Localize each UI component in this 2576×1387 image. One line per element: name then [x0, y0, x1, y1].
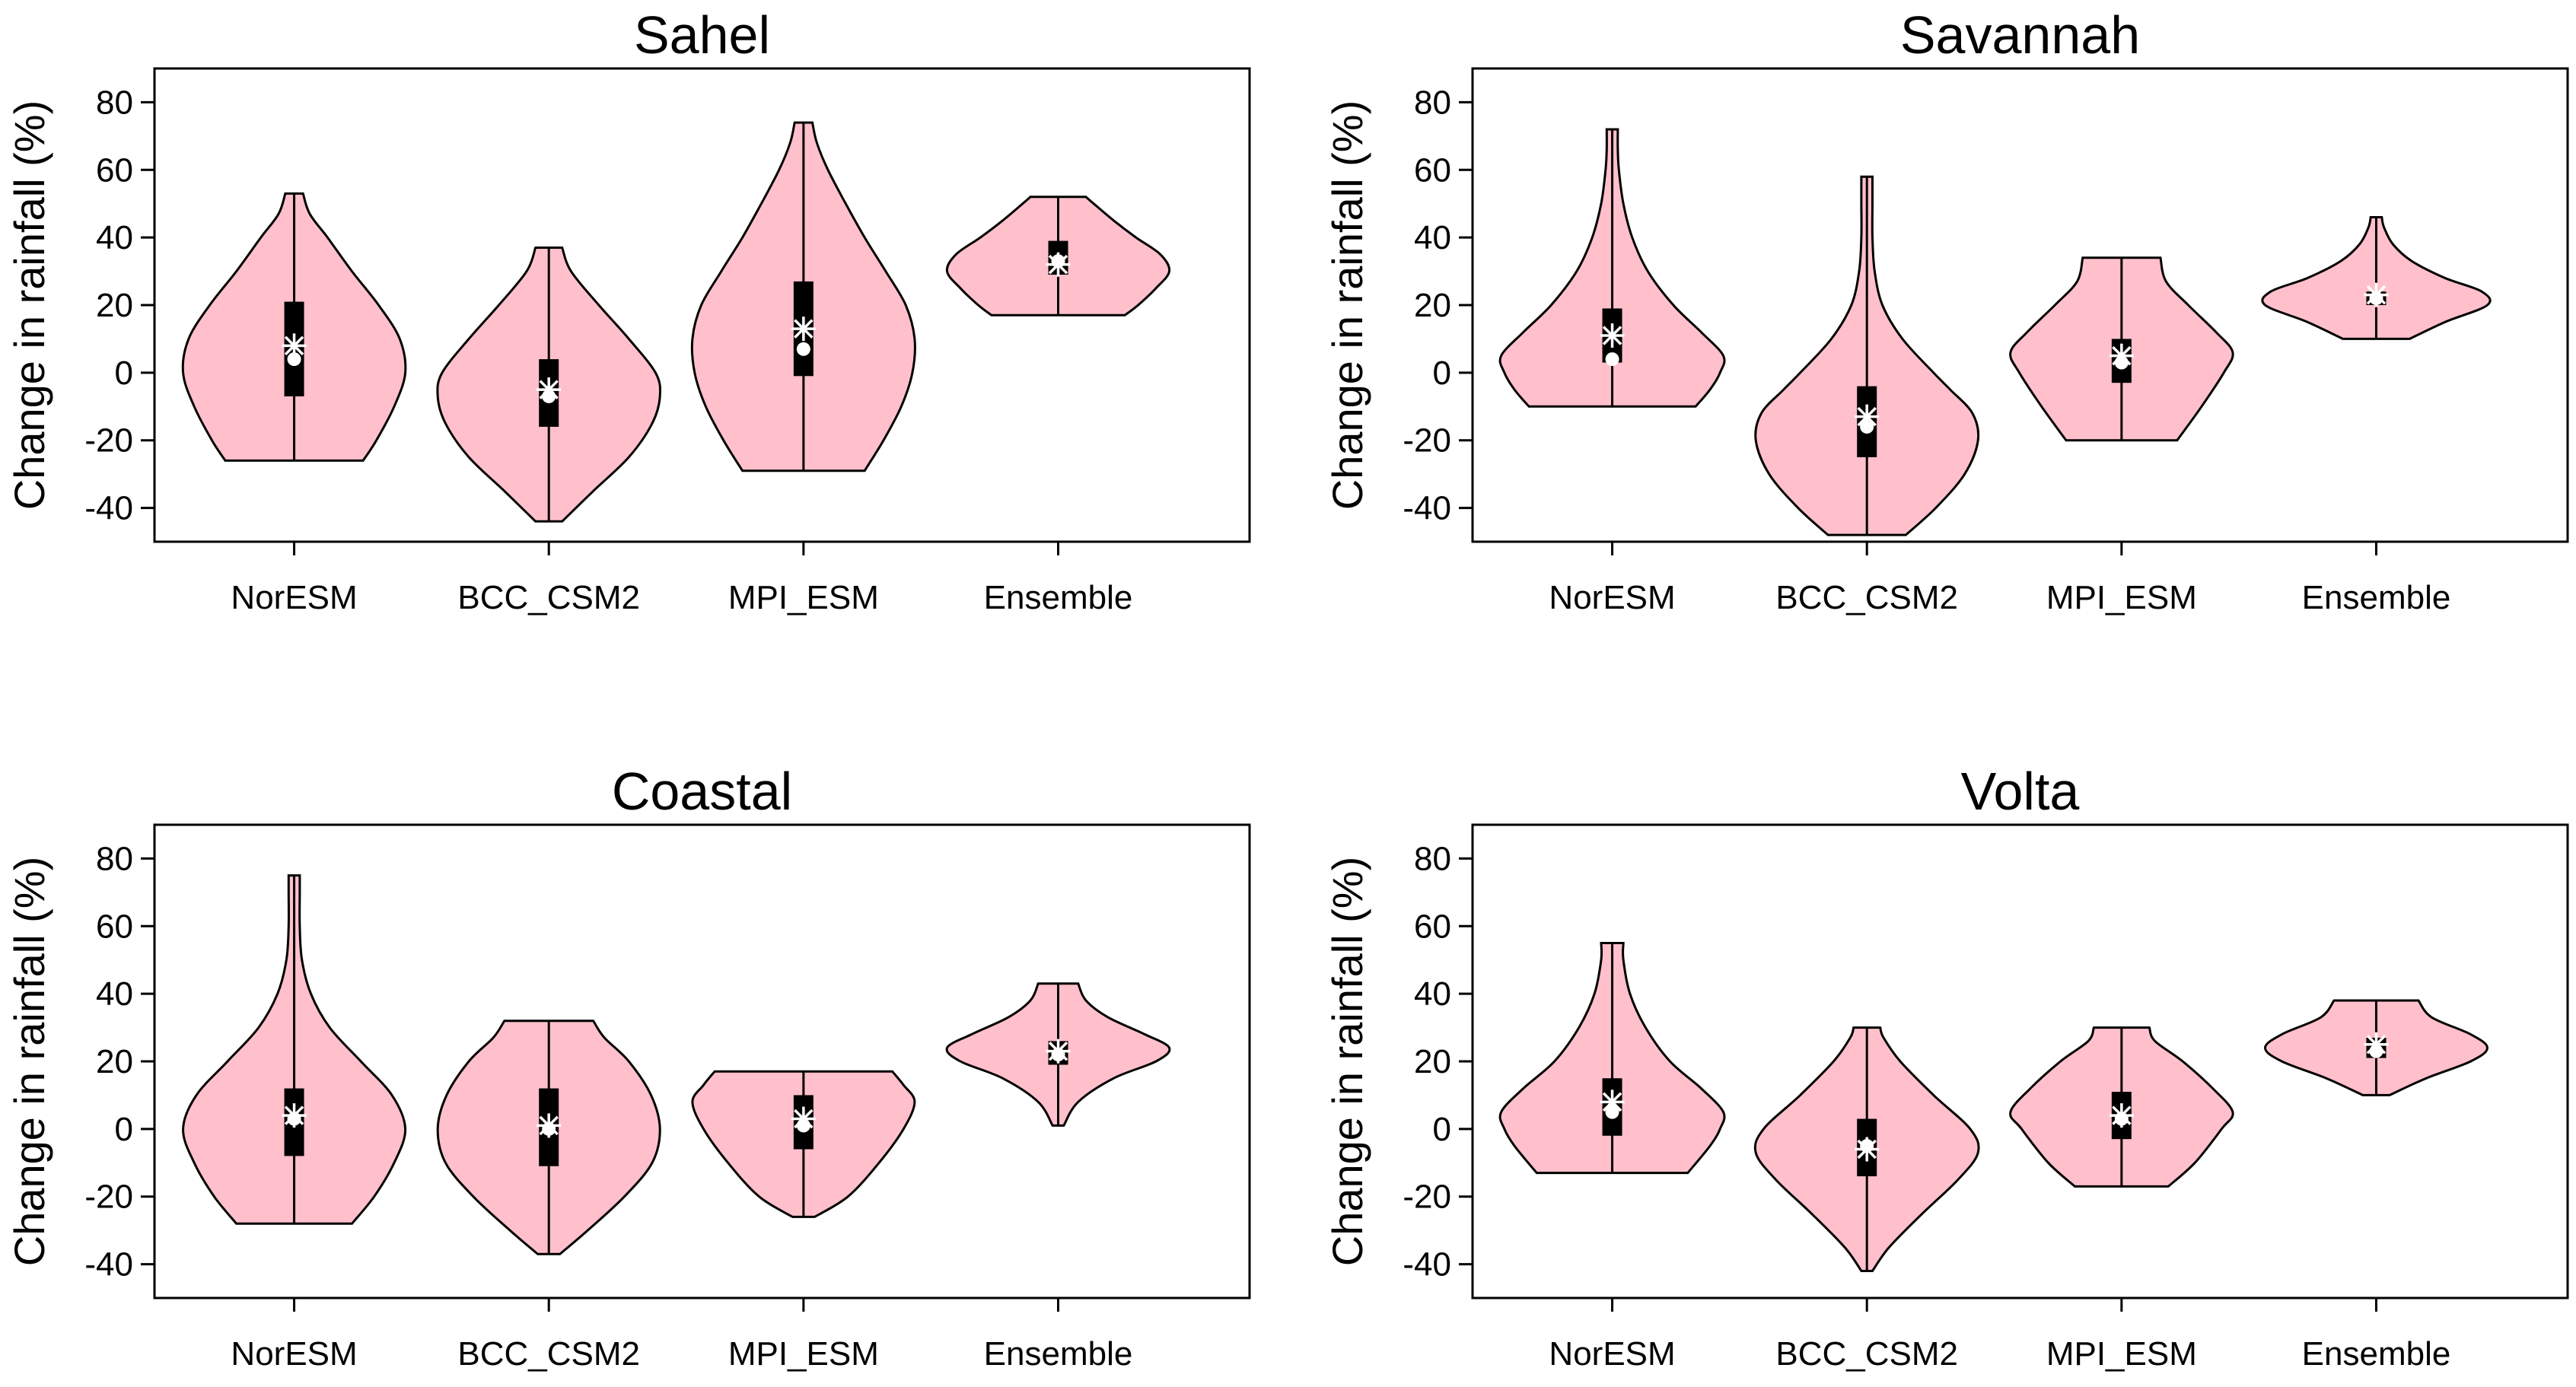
y-tick-label: 60 [1414, 151, 1451, 189]
y-tick-label: -40 [1403, 490, 1451, 527]
y-tick-label: 80 [1414, 840, 1451, 877]
y-axis-label: Change in rainfall (%) [5, 857, 53, 1266]
y-tick-label: 20 [96, 1043, 133, 1080]
mean-star-stroke [1602, 326, 1622, 345]
y-tick-label: -20 [84, 422, 133, 460]
y-tick-label: 60 [96, 151, 133, 189]
x-tick-label: NorESM [231, 579, 357, 616]
mean-star-stroke [539, 380, 559, 399]
y-tick-label: 0 [115, 355, 133, 392]
mean-star-stroke [284, 1105, 304, 1125]
x-tick-label: NorESM [1549, 1335, 1675, 1373]
mean-star-stroke [1048, 1041, 1068, 1061]
y-tick-label: -20 [1403, 422, 1451, 460]
mean-marker-ensemble [2364, 1032, 2389, 1057]
y-tick-label: -40 [84, 490, 133, 527]
mean-star-stroke [1048, 254, 1068, 275]
mean-marker-bcc-csm2 [1855, 404, 1880, 429]
x-tick-label: Ensemble [2302, 579, 2451, 616]
mean-marker-mpi-esm [2109, 1103, 2134, 1128]
y-tick-label: 40 [96, 219, 133, 256]
mean-marker-ensemble [1046, 252, 1071, 277]
mean-marker-mpi-esm [2109, 343, 2134, 368]
y-tick-label: 80 [96, 840, 133, 877]
mean-star-stroke [2366, 285, 2387, 305]
mean-star-stroke [1602, 1092, 1622, 1112]
x-tick-label: BCC_CSM2 [1775, 1335, 1958, 1373]
y-tick-label: 0 [115, 1111, 133, 1148]
y-axis-label: Change in rainfall (%) [5, 100, 53, 510]
mean-star-stroke [284, 336, 304, 356]
median-dot-mpi-esm [796, 342, 810, 356]
x-tick-label: BCC_CSM2 [457, 579, 640, 616]
y-axis-label: Change in rainfall (%) [1323, 100, 1371, 510]
mean-marker-ensemble [2364, 282, 2389, 307]
chart-title: Savannah [1900, 5, 2140, 65]
mean-star-stroke [1857, 406, 1877, 427]
y-axis-label: Change in rainfall (%) [1323, 857, 1371, 1266]
x-tick-label: MPI_ESM [728, 579, 879, 616]
x-tick-label: MPI_ESM [2046, 1335, 2197, 1373]
chart-title: Volta [1961, 762, 2080, 821]
chart-title: Coastal [612, 762, 792, 821]
mean-star-stroke [794, 319, 814, 339]
y-tick-label: 20 [1414, 287, 1451, 324]
y-tick-label: 60 [1414, 908, 1451, 945]
x-tick-label: NorESM [231, 1335, 357, 1373]
y-tick-label: 20 [1414, 1043, 1451, 1080]
x-tick-label: BCC_CSM2 [457, 1335, 640, 1373]
mean-marker-mpi-esm [791, 1106, 816, 1131]
y-tick-label: 80 [96, 84, 133, 121]
x-tick-label: BCC_CSM2 [1775, 579, 1958, 616]
x-tick-label: MPI_ESM [728, 1335, 879, 1373]
mean-marker-bcc-csm2 [537, 1113, 562, 1138]
x-tick-label: MPI_ESM [2046, 579, 2197, 616]
mean-marker-ensemble [1046, 1039, 1071, 1064]
median-dot-noresm [1605, 352, 1619, 367]
mean-star-stroke [2112, 1105, 2132, 1125]
x-tick-label: NorESM [1549, 579, 1675, 616]
y-tick-label: 60 [96, 908, 133, 945]
y-tick-label: -40 [84, 1246, 133, 1284]
y-tick-label: 0 [1433, 1111, 1451, 1148]
panel-sahel: Sahel -40 -20 0 20 40 60 80 Change in rainfall (… [5, 5, 1251, 616]
mean-marker-noresm [1600, 1090, 1625, 1115]
mean-marker-bcc-csm2 [537, 377, 562, 402]
y-tick-label: 40 [96, 975, 133, 1013]
y-tick-label: -20 [84, 1179, 133, 1216]
mean-star-stroke [2112, 345, 2132, 366]
x-tick-label: Ensemble [984, 579, 1133, 616]
mean-marker-noresm [1600, 323, 1625, 348]
mean-marker-noresm [282, 1103, 307, 1128]
mean-star-stroke [539, 1115, 559, 1136]
mean-star-stroke [1857, 1139, 1877, 1160]
x-tick-label: Ensemble [2302, 1335, 2451, 1373]
mean-marker-mpi-esm [791, 317, 816, 342]
panel-coastal: Coastal -40 -20 0 20 40 60 80 Change in rainfall… [5, 762, 1251, 1373]
panel-volta: Volta -40 -20 0 20 40 60 80 Change in rainfall (… [1323, 762, 2569, 1373]
y-tick-label: 40 [1414, 219, 1451, 256]
mean-star-stroke [2366, 1035, 2387, 1055]
y-tick-label: 0 [1433, 355, 1451, 392]
mean-star-stroke [794, 1109, 814, 1129]
mean-marker-noresm [282, 333, 307, 358]
y-tick-label: 20 [96, 287, 133, 324]
x-tick-label: Ensemble [984, 1335, 1133, 1373]
y-tick-label: 80 [1414, 84, 1451, 121]
y-tick-label: -40 [1403, 1246, 1451, 1284]
panel-savannah: Savannah -40 -20 0 20 40 60 80 Change in rainfal… [1323, 5, 2569, 616]
chart-title: Sahel [634, 5, 770, 65]
median-dot-noresm [287, 352, 301, 367]
mean-marker-bcc-csm2 [1855, 1137, 1880, 1162]
y-tick-label: -20 [1403, 1179, 1451, 1216]
y-tick-label: 40 [1414, 975, 1451, 1013]
